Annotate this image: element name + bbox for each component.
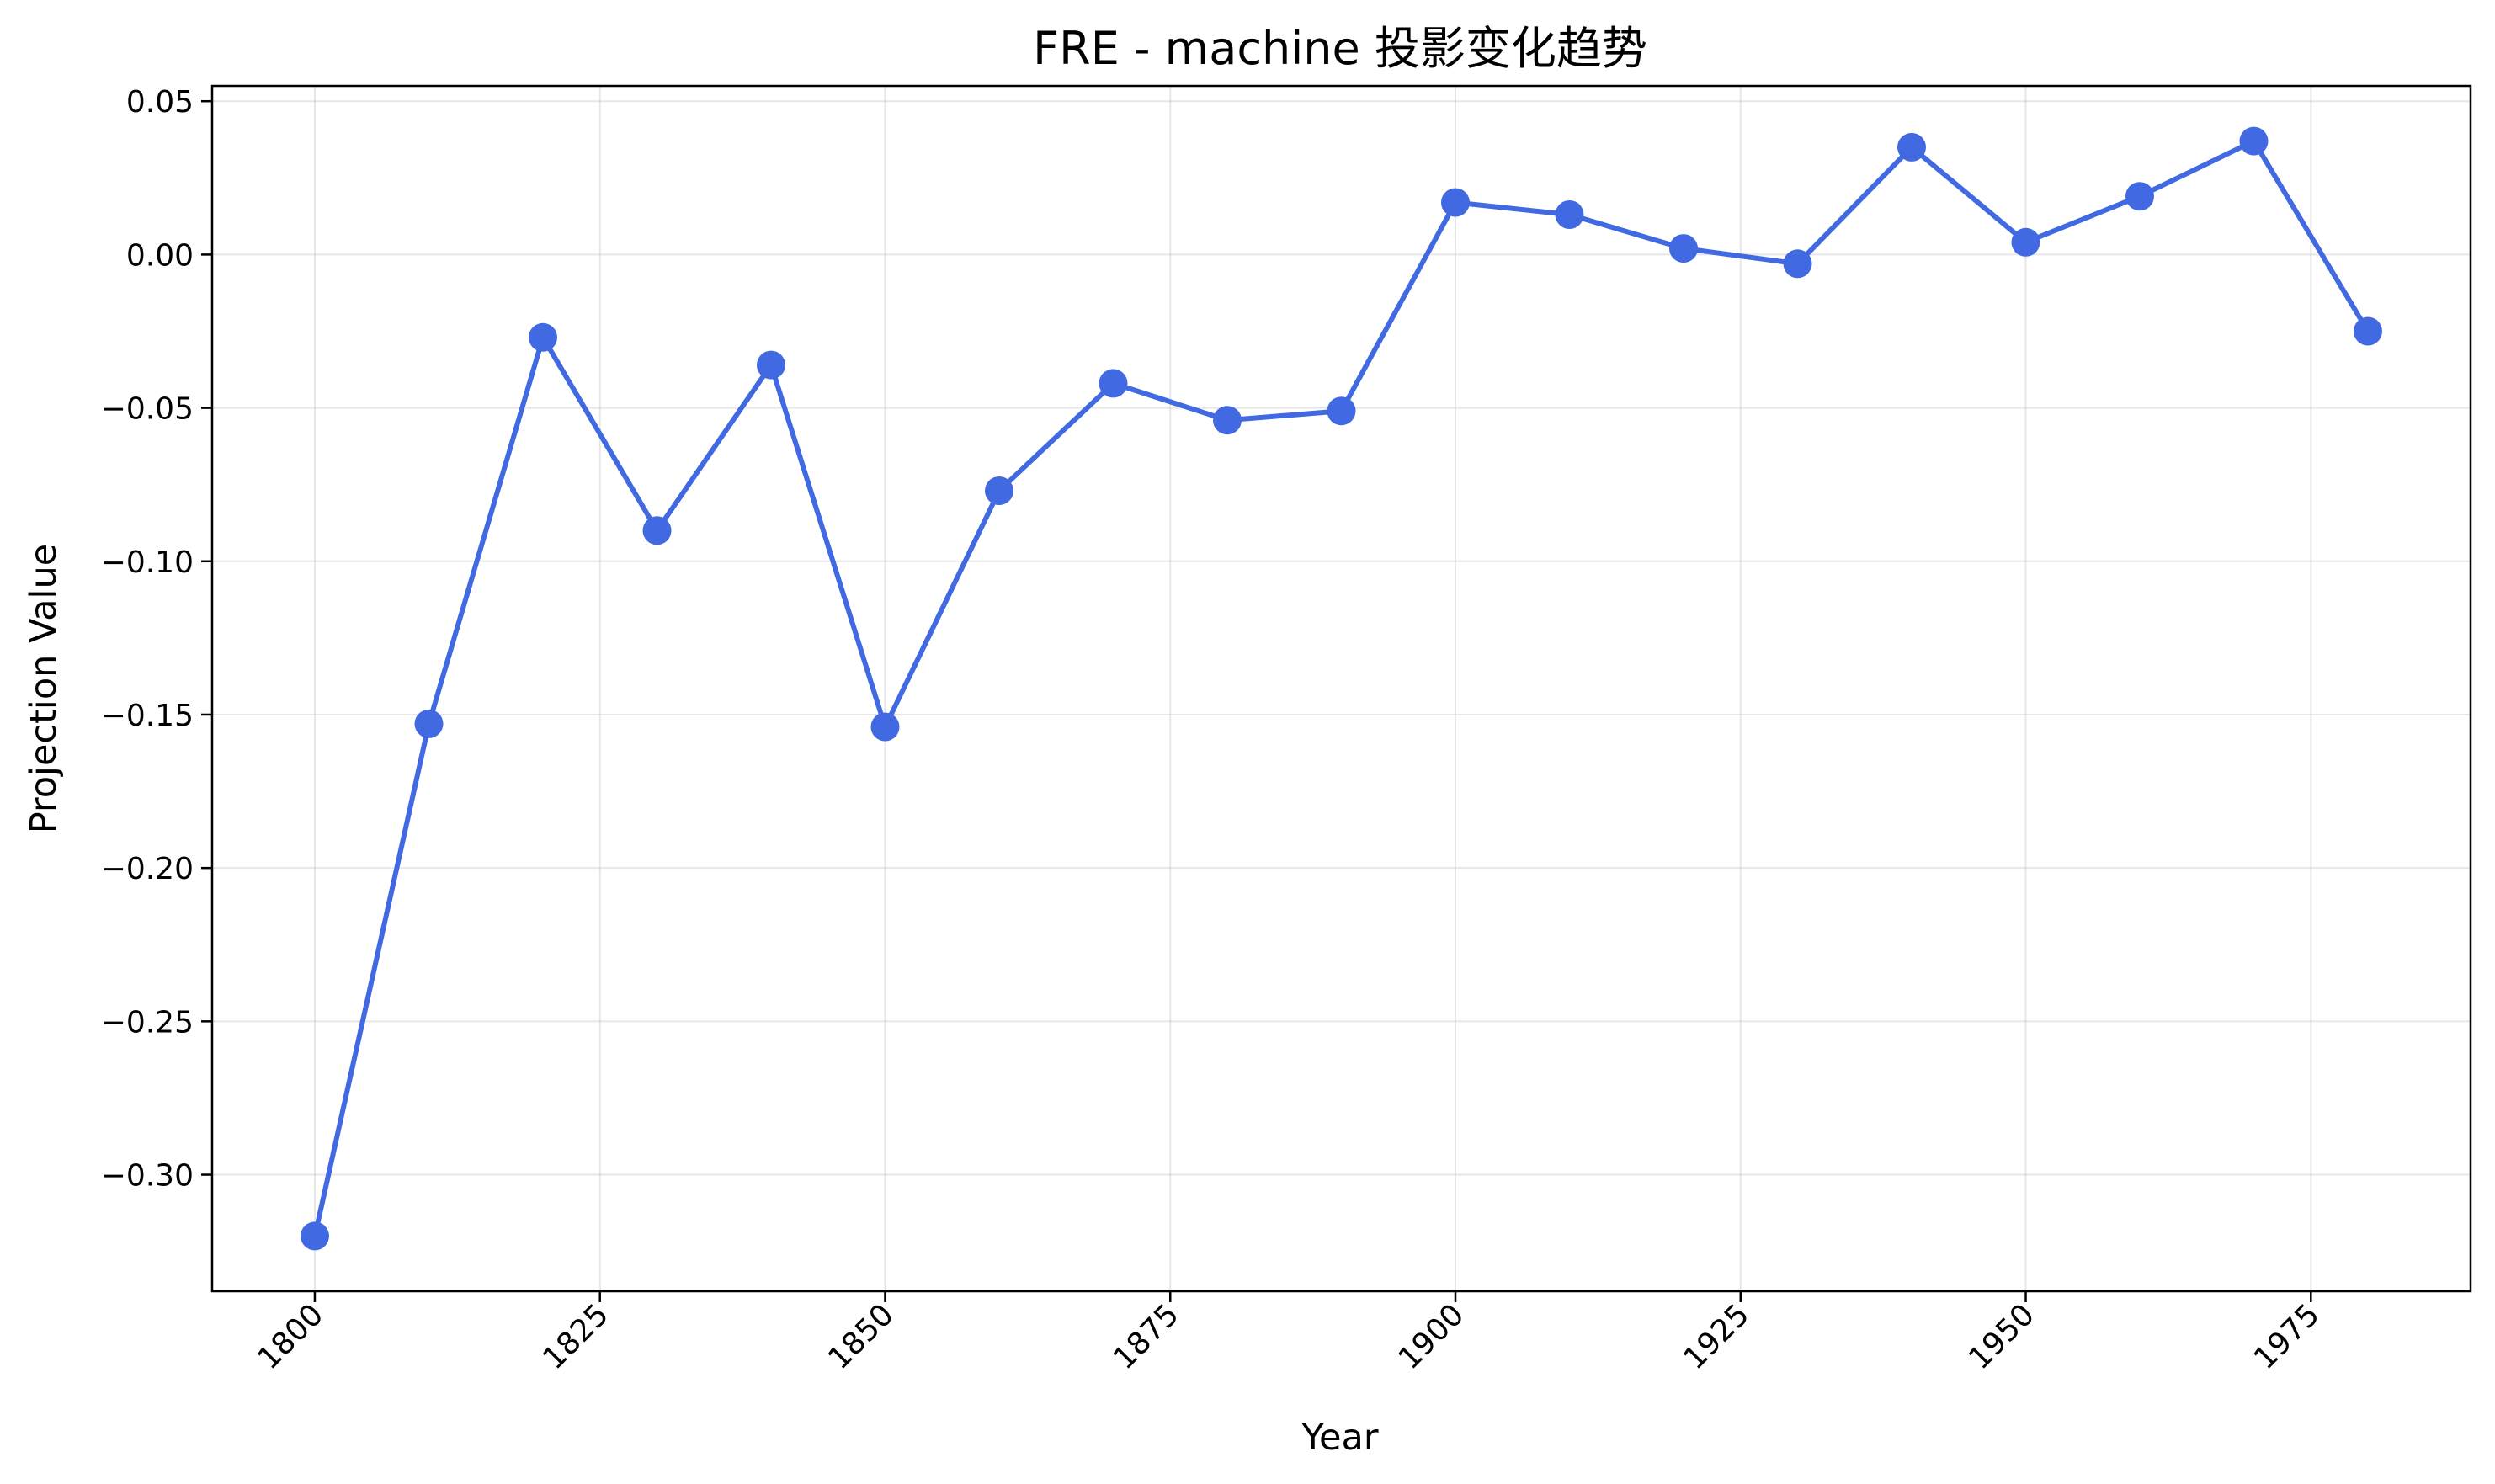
data-point bbox=[870, 712, 900, 742]
data-point bbox=[529, 322, 557, 352]
y-tick-label: −0.10 bbox=[101, 545, 194, 580]
y-axis-label: Projection Value bbox=[23, 544, 65, 833]
x-tick-label: 1875 bbox=[1107, 1297, 1186, 1376]
chart-title: FRE - machine 投影变化趋势 bbox=[1033, 22, 1647, 75]
y-tick-label: −0.15 bbox=[101, 699, 194, 733]
y-tick-label: −0.25 bbox=[101, 1005, 194, 1040]
x-tick-label: 1975 bbox=[2248, 1297, 2327, 1376]
y-tick-label: −0.30 bbox=[101, 1159, 194, 1194]
data-point bbox=[2011, 227, 2040, 257]
x-tick-label: 1925 bbox=[1677, 1297, 1756, 1376]
y-tick-label: 0.05 bbox=[126, 85, 194, 120]
data-point bbox=[2239, 126, 2269, 156]
data-point bbox=[642, 516, 672, 545]
data-point bbox=[1213, 406, 1242, 435]
data-point bbox=[1441, 188, 1470, 217]
data-point bbox=[2354, 316, 2382, 346]
series-layer bbox=[301, 126, 2382, 1251]
x-axis: 1800 1825 1850 1875 1900 1925 1950 1975 bbox=[252, 1291, 2327, 1376]
series-line bbox=[312, 138, 2370, 1239]
x-tick-label: 1825 bbox=[536, 1297, 615, 1376]
x-tick-label: 1950 bbox=[1962, 1297, 2041, 1376]
data-point bbox=[301, 1221, 329, 1251]
plot-area-frame bbox=[210, 84, 2472, 1293]
y-tick-label: 0.00 bbox=[126, 238, 194, 273]
data-point bbox=[1555, 200, 1584, 229]
y-tick-label: −0.20 bbox=[101, 852, 194, 886]
data-point bbox=[1669, 234, 1698, 263]
x-axis-label: Year bbox=[1301, 1417, 1378, 1459]
y-axis: 0.05 0.00 −0.05 −0.10 −0.15 −0.20 −0.25 −0.30 bbox=[101, 85, 212, 1194]
data-point bbox=[985, 476, 1013, 505]
data-point bbox=[1327, 396, 1356, 426]
data-point bbox=[1099, 369, 1128, 398]
x-tick-label: 1850 bbox=[822, 1297, 901, 1376]
data-point bbox=[1783, 249, 1812, 279]
data-point bbox=[414, 709, 444, 738]
data-point bbox=[2125, 182, 2154, 211]
data-point bbox=[1897, 132, 1926, 162]
data-point bbox=[757, 350, 785, 380]
x-tick-label: 1900 bbox=[1392, 1297, 1471, 1376]
grid bbox=[212, 86, 2471, 1291]
x-tick-label: 1800 bbox=[252, 1297, 331, 1376]
y-tick-label: −0.05 bbox=[101, 392, 194, 427]
